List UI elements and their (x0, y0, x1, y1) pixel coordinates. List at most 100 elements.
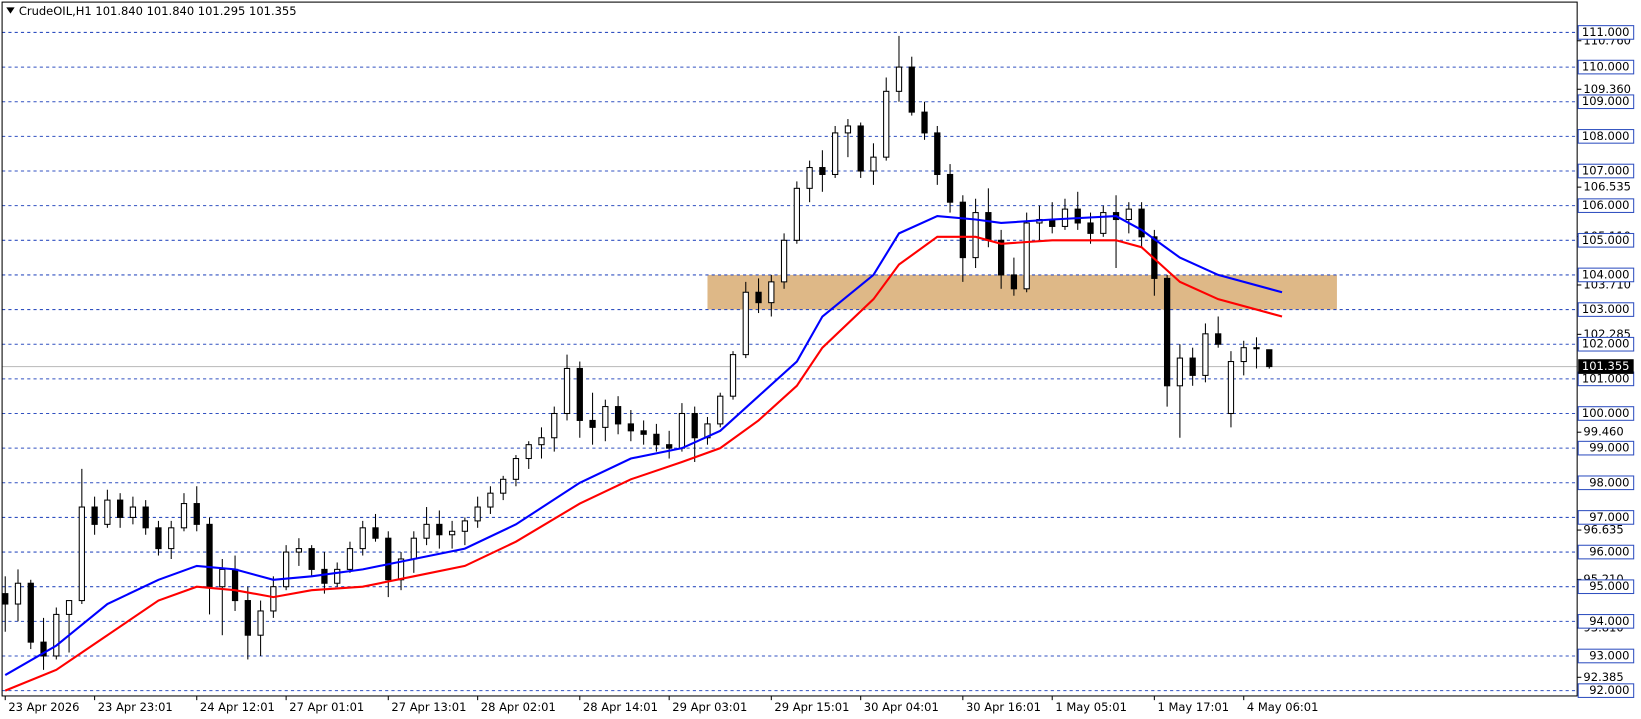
level-label: 110.000 (1582, 60, 1630, 74)
x-tick-label: 23 Apr 2026 (8, 700, 79, 714)
candle-body (244, 600, 251, 636)
candle-body (678, 412, 686, 449)
candle-body (308, 548, 315, 570)
candle-body (40, 641, 47, 657)
candle-body (895, 66, 903, 92)
candle-body (359, 527, 366, 550)
candle-body (985, 212, 992, 241)
level-label-box (1577, 683, 1635, 698)
candle-body (934, 132, 941, 175)
level-label: 105.000 (1582, 233, 1630, 247)
y-tick-label: 92.385 (1583, 670, 1623, 684)
candle-body (1215, 333, 1222, 345)
candle-body (640, 430, 647, 435)
candle-body (997, 239, 1005, 276)
level-label: 109.000 (1582, 94, 1630, 108)
x-tick-label: 4 May 06:01 (1247, 700, 1319, 714)
level-label: 104.000 (1582, 267, 1630, 281)
level-label: 108.000 (1582, 129, 1630, 143)
candle-body (1138, 208, 1145, 238)
level-label: 93.000 (1589, 648, 1629, 662)
x-tick-label: 24 Apr 12:01 (200, 700, 275, 714)
level-label-box (1577, 544, 1635, 560)
candle-body (1253, 347, 1260, 350)
x-tick-label: 28 Apr 14:01 (583, 700, 658, 714)
level-label-box (1577, 25, 1635, 40)
candle-body (819, 167, 826, 175)
candle-body (282, 551, 290, 588)
candle-body (870, 156, 877, 172)
level-label-box (1577, 440, 1635, 456)
candle-body (946, 173, 954, 203)
candle-body (1163, 277, 1171, 387)
candle-body (53, 613, 60, 657)
menu-arrow[interactable] (6, 7, 15, 14)
level-label: 107.000 (1582, 164, 1630, 178)
candle-body (1087, 222, 1094, 234)
candle-body (806, 167, 813, 189)
x-tick-label: 30 Apr 16:01 (966, 700, 1041, 714)
level-label: 92.000 (1589, 683, 1629, 697)
candle-body (2, 593, 9, 605)
candle-body (717, 395, 724, 425)
y-tick-label: 99.460 (1583, 425, 1623, 439)
x-tick-label: 1 May 05:01 (1055, 700, 1127, 714)
chart-title: CrudeOIL,H1 101.840 101.840 101.295 101.… (19, 4, 297, 18)
level-label: 103.000 (1582, 302, 1630, 316)
plot-area (2, 31, 1578, 692)
candle-body (1100, 212, 1107, 234)
candle-body (1202, 333, 1209, 376)
level-label-box (1577, 406, 1635, 421)
candle-body (551, 412, 558, 439)
level-label-box (1577, 163, 1635, 179)
y-tick-label: 96.635 (1583, 523, 1623, 537)
level-label: 101.000 (1582, 371, 1630, 385)
candle-body (921, 111, 928, 134)
level-label: 102.000 (1582, 337, 1630, 351)
candle-body (1010, 274, 1018, 290)
level-label-box (1577, 59, 1635, 75)
x-tick-label: 27 Apr 01:01 (289, 700, 364, 714)
candle-body (1125, 208, 1132, 221)
candle-body (206, 523, 213, 588)
candle-body (780, 239, 788, 283)
level-label-box (1577, 94, 1635, 110)
candle-body (883, 90, 890, 158)
level-label-box (1577, 648, 1635, 664)
candle-body (257, 610, 264, 636)
candle-body (602, 406, 609, 428)
candle-body (563, 367, 571, 415)
candle-body (385, 537, 392, 581)
level-label: 97.000 (1589, 510, 1629, 524)
moving-average (4, 214, 1283, 676)
candle-body (487, 492, 494, 508)
x-tick-label: 30 Apr 04:01 (864, 700, 939, 714)
moving-average (4, 235, 1283, 692)
candle-body (589, 419, 596, 428)
candle-body (832, 132, 839, 175)
candle-body (78, 506, 85, 602)
candle-body (270, 586, 277, 612)
level-label-box (1577, 579, 1635, 595)
candle-body (666, 444, 673, 449)
candle-body (104, 499, 111, 525)
level-label-box (1577, 302, 1635, 317)
candle-body (653, 433, 660, 446)
candle-body (334, 568, 341, 584)
candle-body (180, 503, 188, 529)
candle-body (525, 444, 532, 460)
candle-body (500, 478, 507, 494)
candle-body (474, 506, 481, 522)
candle-body (755, 291, 762, 304)
candle-body (231, 568, 239, 602)
level-label: 98.000 (1589, 475, 1629, 489)
candle-body (627, 423, 635, 432)
candle-body (1074, 208, 1081, 224)
candle-body (691, 412, 698, 439)
candle-body (27, 582, 34, 643)
level-label-box (1577, 232, 1635, 248)
candle-body (512, 458, 520, 480)
candle-body (321, 568, 328, 584)
level-label-box (1577, 198, 1635, 213)
